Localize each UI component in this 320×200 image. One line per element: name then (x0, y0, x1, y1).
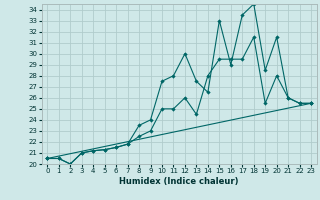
X-axis label: Humidex (Indice chaleur): Humidex (Indice chaleur) (119, 177, 239, 186)
